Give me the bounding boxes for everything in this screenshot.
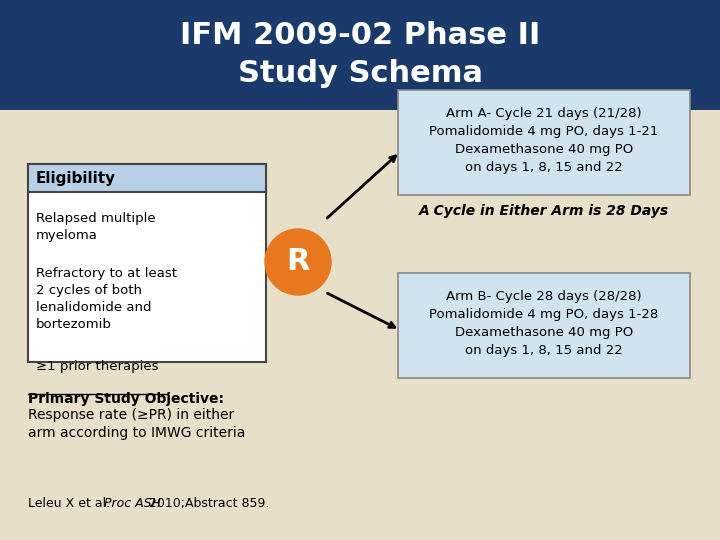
- Text: R: R: [287, 247, 310, 276]
- Text: Eligibility: Eligibility: [36, 171, 116, 186]
- Text: Refractory to at least
2 cycles of both
lenalidomide and
bortezomib: Refractory to at least 2 cycles of both …: [36, 267, 177, 331]
- Text: Study Schema: Study Schema: [238, 59, 482, 89]
- FancyBboxPatch shape: [0, 0, 720, 110]
- Text: Primary Study Objective:: Primary Study Objective:: [28, 392, 224, 406]
- Text: ≥1 prior therapies: ≥1 prior therapies: [36, 360, 158, 373]
- FancyBboxPatch shape: [28, 164, 266, 362]
- Text: Arm B- Cycle 28 days (28/28)
Pomalidomide 4 mg PO, days 1-28
Dexamethasone 40 mg: Arm B- Cycle 28 days (28/28) Pomalidomid…: [429, 290, 659, 357]
- Text: IFM 2009-02 Phase II: IFM 2009-02 Phase II: [180, 22, 540, 51]
- Text: Arm A- Cycle 21 days (21/28)
Pomalidomide 4 mg PO, days 1-21
Dexamethasone 40 mg: Arm A- Cycle 21 days (21/28) Pomalidomid…: [429, 107, 659, 174]
- Circle shape: [265, 229, 331, 295]
- Text: Relapsed multiple
myeloma: Relapsed multiple myeloma: [36, 212, 156, 242]
- Text: Leleu X et al.: Leleu X et al.: [28, 497, 114, 510]
- FancyBboxPatch shape: [398, 273, 690, 378]
- Text: Proc ASH: Proc ASH: [104, 497, 161, 510]
- Text: 2010;Abstract 859.: 2010;Abstract 859.: [145, 497, 269, 510]
- Text: Response rate (≥PR) in either
arm according to IMWG criteria: Response rate (≥PR) in either arm accord…: [28, 408, 246, 441]
- FancyBboxPatch shape: [398, 90, 690, 195]
- FancyBboxPatch shape: [28, 164, 266, 192]
- Text: A Cycle in Either Arm is 28 Days: A Cycle in Either Arm is 28 Days: [419, 204, 669, 218]
